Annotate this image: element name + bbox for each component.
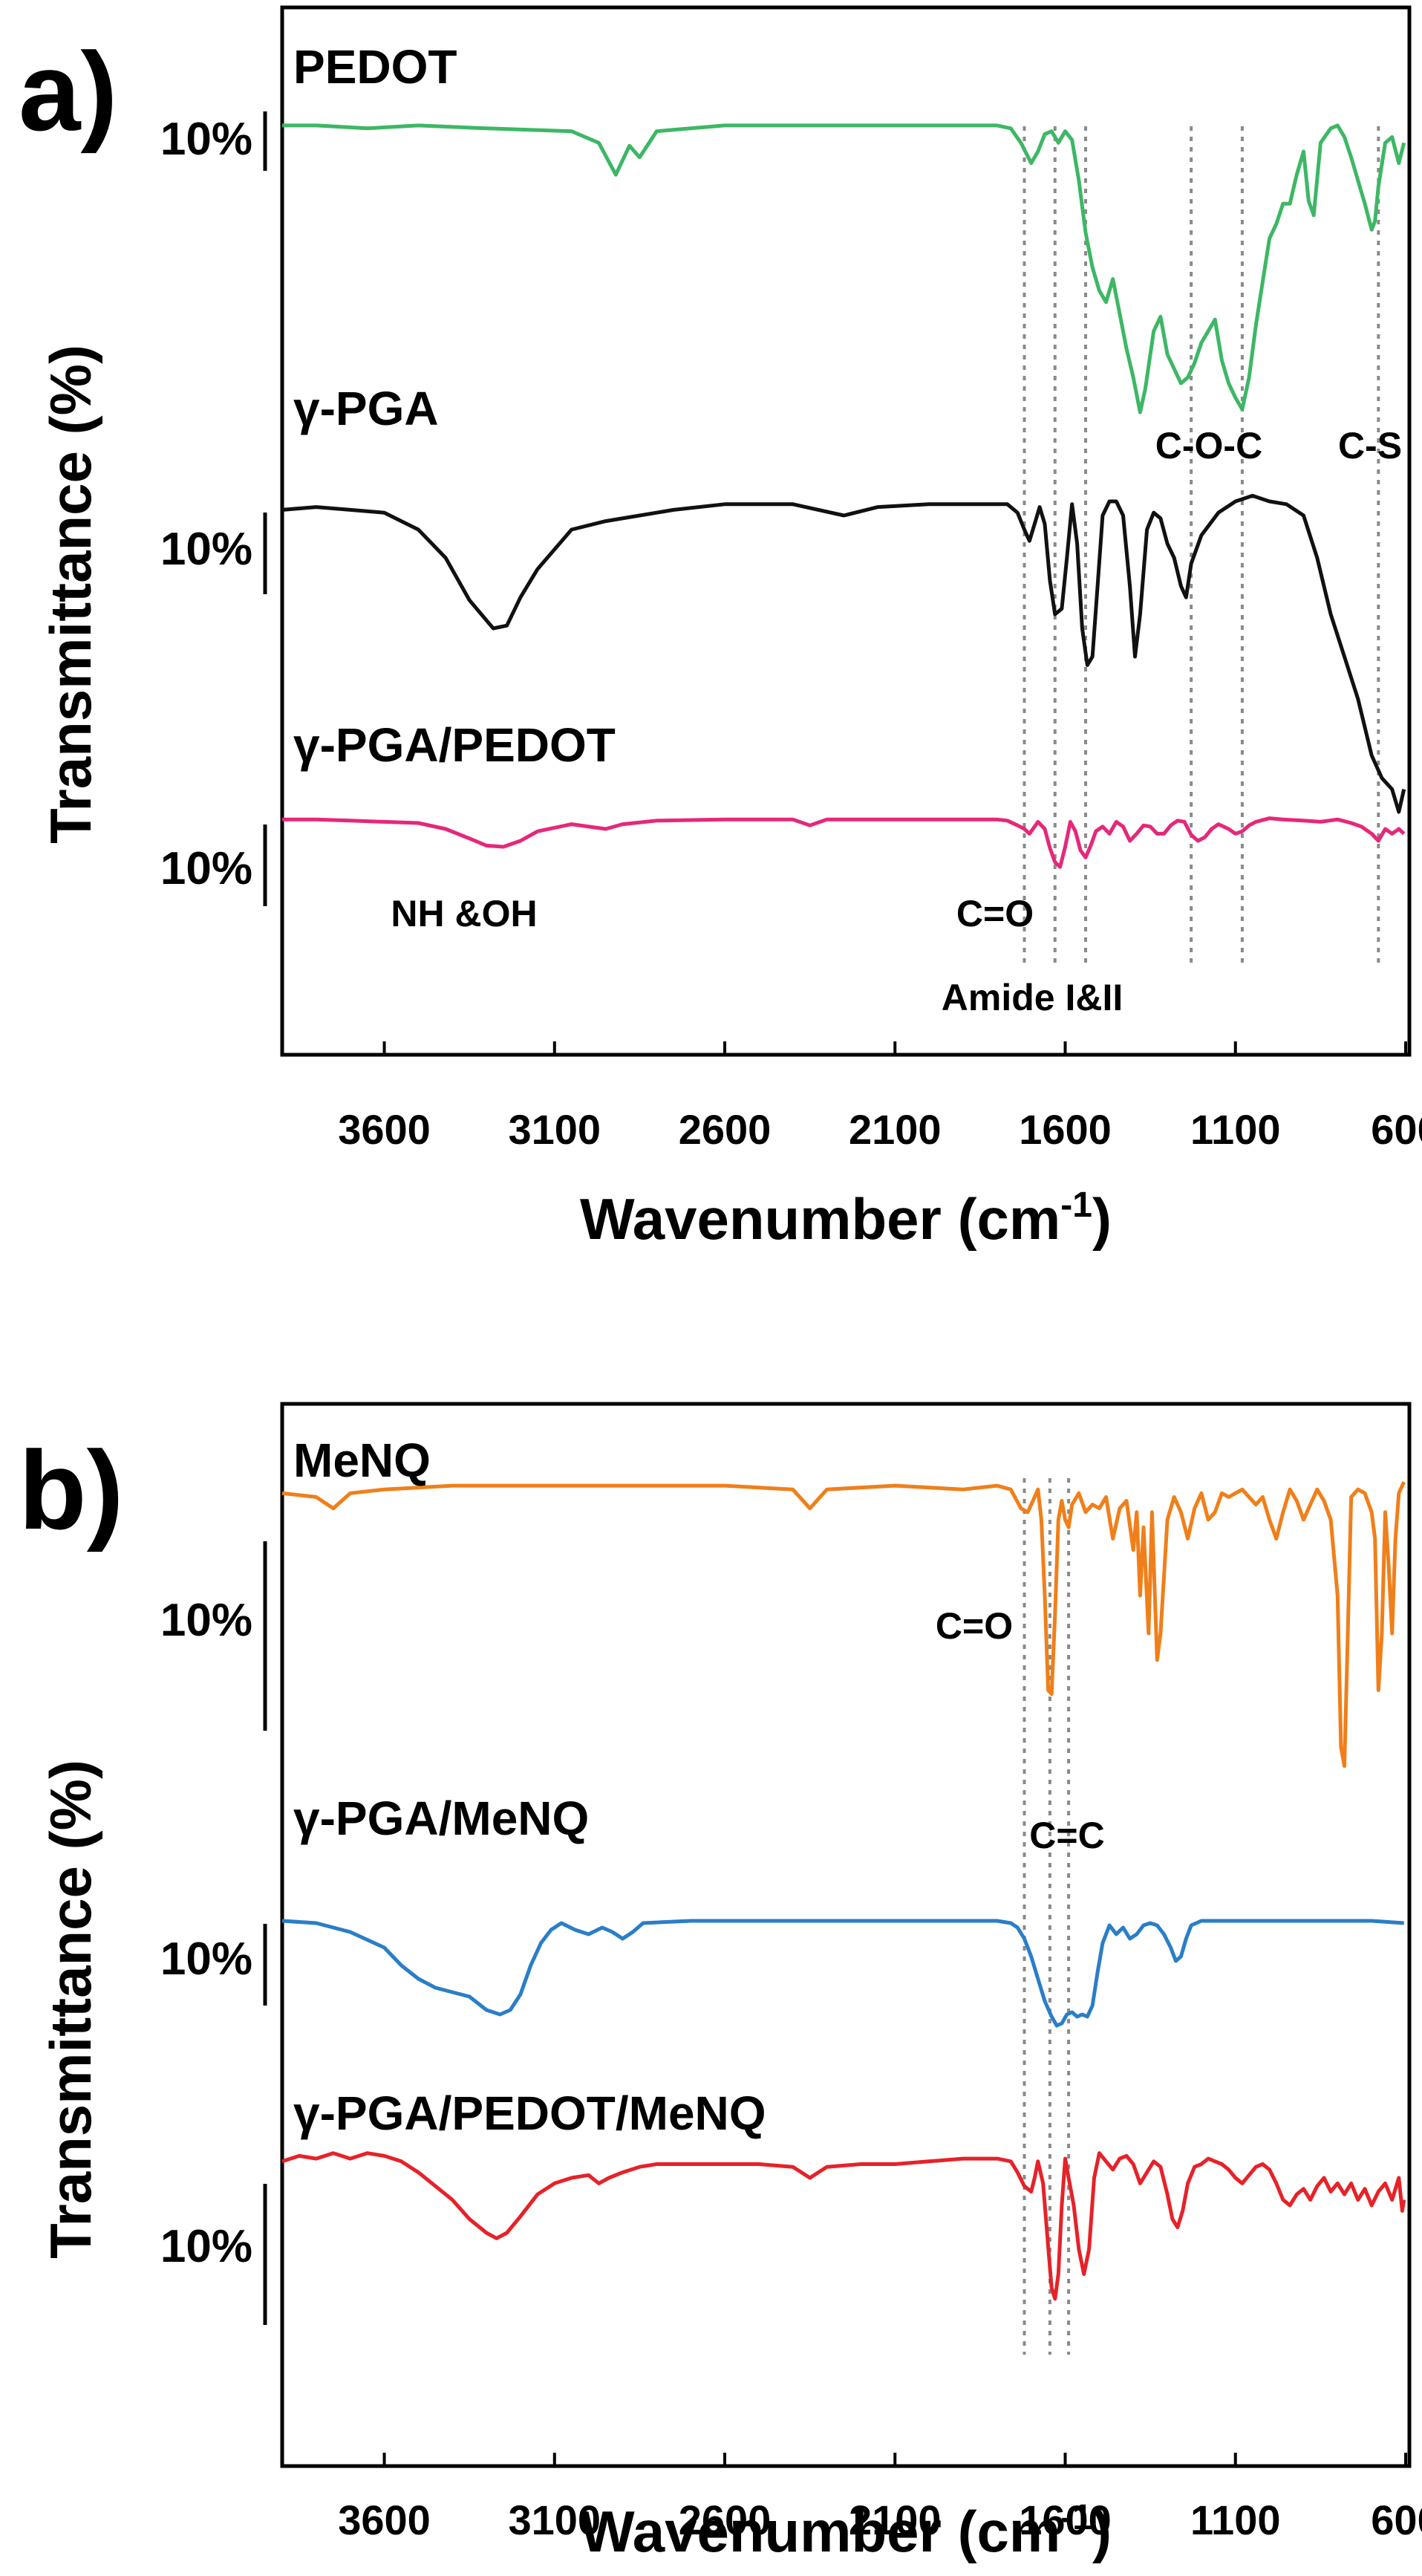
- panel-b-x-tick-label: 1600: [1019, 2497, 1112, 2543]
- panel-b-series-label-pga-menq: γ-PGA/MeNQ: [293, 1792, 589, 1845]
- panel-b-scale-label-3: 10%: [160, 2221, 252, 2272]
- panel-a-annotation-amide: Amide I&II: [942, 977, 1123, 1018]
- panel-a-x-axis-label-close: ): [1092, 1186, 1112, 1252]
- panel-a-x-tick-label: 3600: [338, 1106, 431, 1153]
- panel-b-annotation-c-c: C=C: [1029, 1815, 1104, 1856]
- panel-b-x-tick-label: 3600: [338, 2497, 431, 2543]
- panel-b-x-tick-label: 2100: [849, 2497, 942, 2543]
- panel-b-marker-lines: [1023, 1478, 1071, 2355]
- panel-b: b) Transmittance (%) 10% 10% 10% MeNQ γ-…: [19, 1402, 1422, 2564]
- panel-b-x-tick-label: 3100: [508, 2497, 601, 2543]
- panel-a-spectrum--pga: [281, 493, 1406, 814]
- panel-a-x-tick-label: 2100: [849, 1106, 942, 1153]
- panel-a-x-tick-label: 1600: [1019, 1106, 1112, 1153]
- panel-b-x-axis-label-main: Wavenumber (cm: [580, 2499, 1060, 2564]
- panel-a-annotation-c-s: C-S: [1338, 425, 1402, 466]
- panel-a-spectrum--pga-pedot: [282, 816, 1406, 869]
- panel-b-letter: b): [19, 1428, 124, 1552]
- panel-b-x-tick-label: 2600: [679, 2497, 772, 2543]
- panel-b-series-label-pga-pedot-menq: γ-PGA/PEDOT/MeNQ: [293, 2087, 766, 2140]
- panel-b-x-axis-label-close: ): [1092, 2499, 1112, 2564]
- panel-b-x-axis-label: Wavenumber (cm-1): [580, 2498, 1112, 2564]
- panel-a-x-axis-label-main: Wavenumber (cm: [580, 1186, 1060, 1252]
- panel-a-annotation-c-o-c: C-O-C: [1155, 425, 1262, 466]
- panel-b-spectrum--pga-pedot-menq: [281, 2151, 1406, 2301]
- panel-a-x-tick-label: 3100: [508, 1106, 601, 1153]
- panel-a-annotation-nh-oh: NH &OH: [391, 893, 537, 934]
- panel-a-letter: a): [19, 29, 117, 154]
- panel-a-spectra: [281, 123, 1406, 869]
- panel-b-plot-frame: [280, 1402, 1412, 2468]
- panel-a-x-tick-label: 1100: [1190, 1106, 1281, 1153]
- panel-a-x-ticks: 3600 3100 2600 2100 1600 1100 600: [338, 1041, 1422, 1153]
- panel-b-x-axis-label-sup: -1: [1060, 2498, 1092, 2537]
- panel-b-series-label-menq: MeNQ: [293, 1434, 431, 1487]
- panel-b-scale-label-1: 10%: [160, 1595, 252, 1646]
- panel-a-y-axis-label: Transmittance (%): [38, 345, 103, 844]
- panel-b-scale-label-2: 10%: [160, 1933, 252, 1985]
- panel-a-series-label-pga: γ-PGA: [293, 382, 439, 435]
- panel-a: a) Transmittance (%) 10% 10% 10% PEDOT γ…: [19, 5, 1422, 1252]
- panel-a-x-axis-label: Wavenumber (cm-1): [580, 1185, 1112, 1252]
- panel-a-marker-lines: [1023, 126, 1380, 966]
- panel-a-scale-bars: 10% 10% 10%: [160, 111, 267, 906]
- panel-a-scale-label-2: 10%: [160, 524, 252, 575]
- panel-b-x-ticks: 3600 3100 2600 2100 1600 1100 600: [338, 2453, 1422, 2543]
- panel-a-scale-label-3: 10%: [160, 843, 252, 894]
- panel-a-spectrum-pedot: [282, 123, 1406, 414]
- panel-a-series-label-pedot: PEDOT: [293, 40, 457, 94]
- panel-b-spectrum-menq: [281, 1480, 1406, 1768]
- panel-a-annotation-c-o: C=O: [956, 893, 1034, 934]
- panel-b-annotation-c-o: C=O: [936, 1605, 1013, 1647]
- panel-a-x-axis-label-sup: -1: [1060, 1185, 1092, 1225]
- panel-a-series-label-pga-pedot: γ-PGA/PEDOT: [293, 718, 616, 772]
- panel-b-spectrum--pga-menq: [281, 1919, 1404, 2028]
- panel-a-x-tick-label: 600: [1371, 1106, 1422, 1153]
- panel-b-y-axis-label: Transmittance (%): [38, 1760, 103, 2259]
- panel-a-scale-label-1: 10%: [160, 114, 252, 165]
- panel-b-spectra: [281, 1480, 1406, 2301]
- panel-a-x-tick-label: 2600: [679, 1106, 772, 1153]
- panel-b-scale-bars: 10% 10% 10%: [160, 1541, 267, 2325]
- panel-a-plot-frame: [280, 5, 1412, 1057]
- panel-b-x-tick-label: 1100: [1190, 2497, 1281, 2543]
- panel-b-x-tick-label: 600: [1371, 2497, 1422, 2543]
